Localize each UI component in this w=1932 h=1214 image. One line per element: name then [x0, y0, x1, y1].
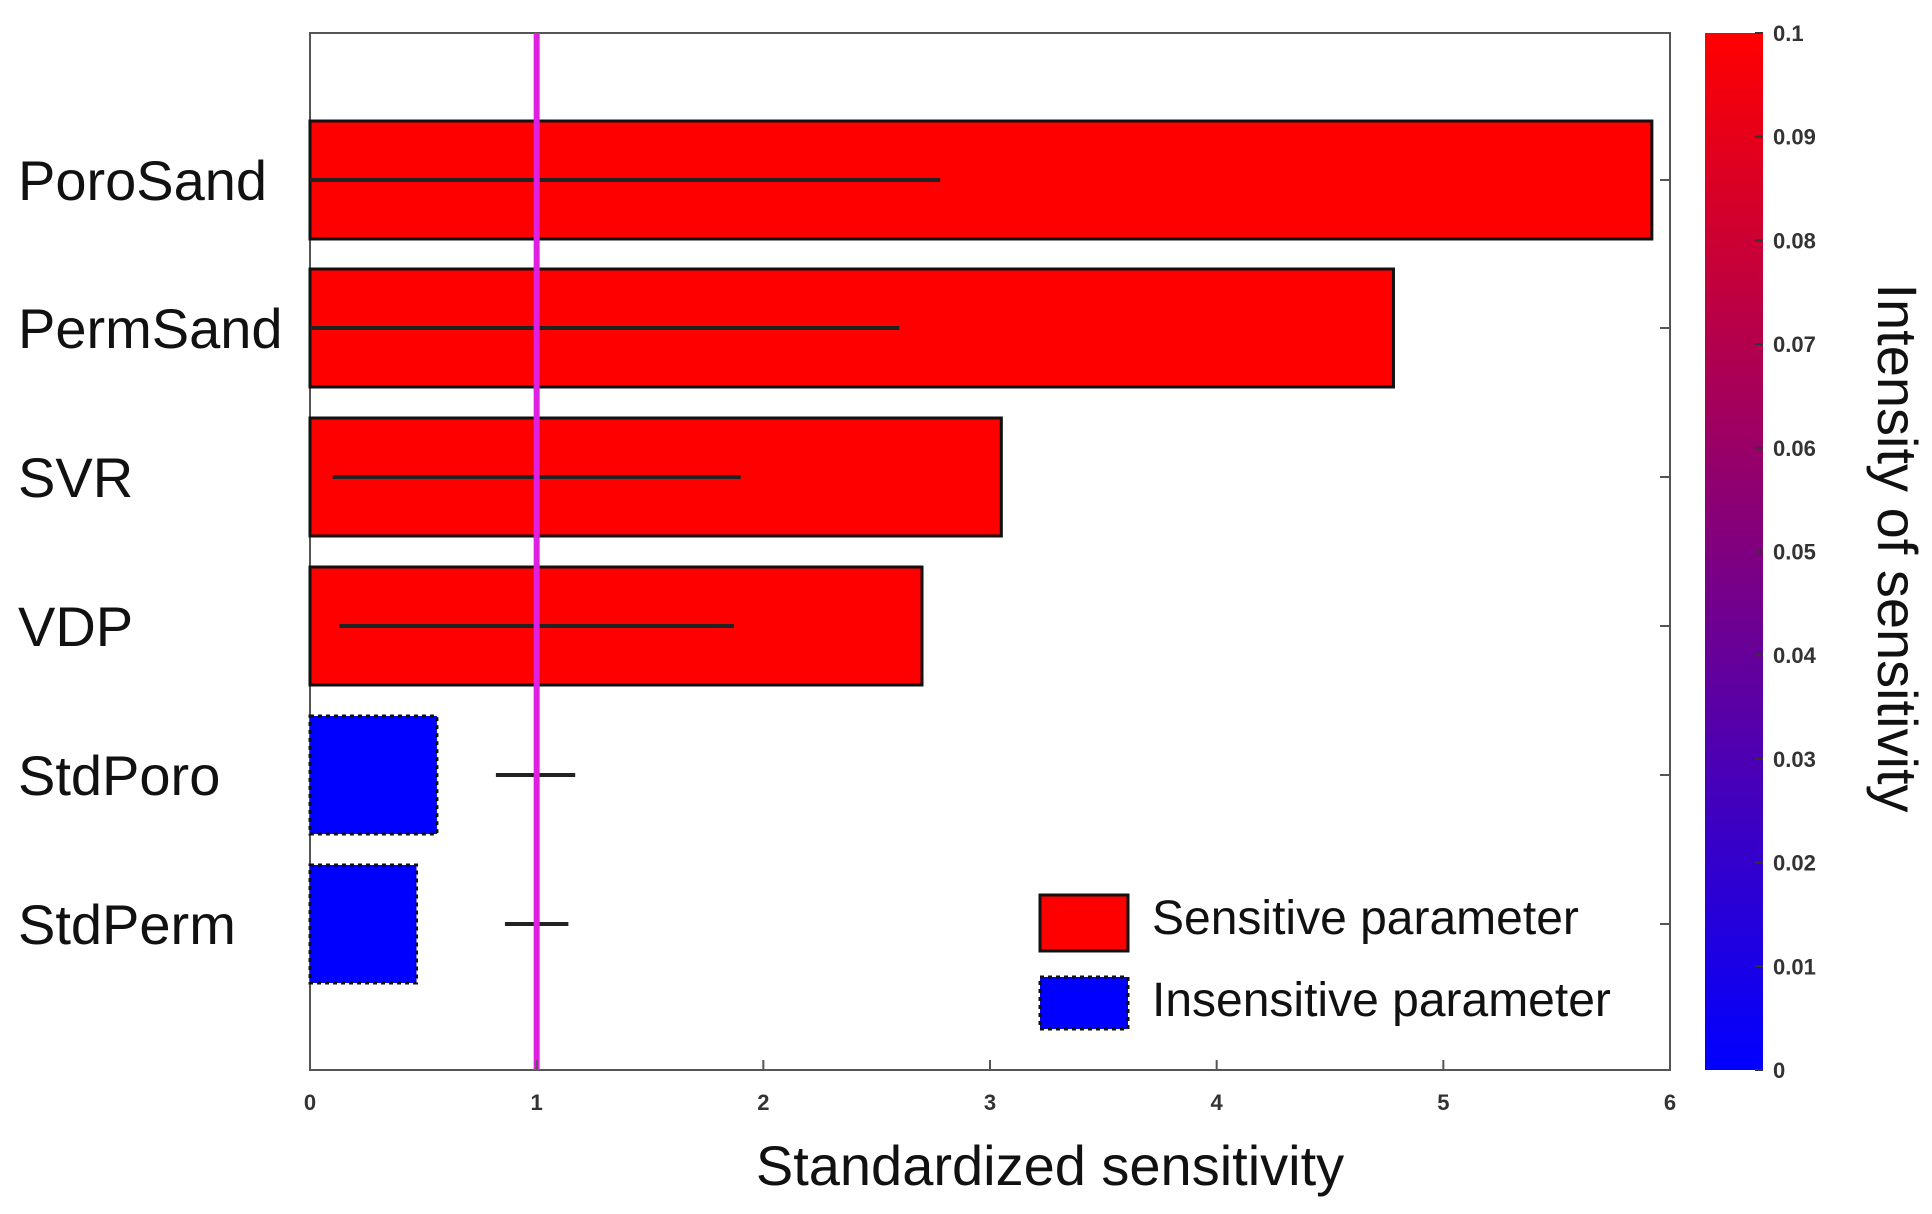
- x-axis-title: Standardized sensitivity: [756, 1134, 1344, 1197]
- colorbar: [1705, 33, 1763, 1070]
- colorbar-tick-label: 0.08: [1773, 228, 1816, 253]
- x-tick-label: 4: [1211, 1090, 1224, 1115]
- legend-swatch-insensitive: [1038, 975, 1130, 1031]
- colorbar-tick-label: 0.06: [1773, 436, 1816, 461]
- colorbar-tick-label: 0.07: [1773, 332, 1816, 357]
- legend: Sensitive parameter Insensitive paramete…: [1038, 892, 1611, 1031]
- colorbar-tick-label: 0.03: [1773, 747, 1816, 772]
- y-tick-label-permsand: PermSand: [18, 297, 283, 360]
- legend-label-insensitive: Insensitive parameter: [1152, 974, 1611, 1027]
- legend-label-sensitive: Sensitive parameter: [1152, 892, 1579, 945]
- colorbar-tick-label: 0: [1773, 1058, 1785, 1083]
- colorbar-tick-label: 0.04: [1773, 643, 1817, 668]
- x-tick-label: 5: [1437, 1090, 1449, 1115]
- colorbar-tick-label: 0.01: [1773, 954, 1816, 979]
- colorbar-tick-label: 0.1: [1773, 21, 1804, 46]
- colorbar-tick-label: 0.09: [1773, 125, 1816, 150]
- y-tick-label-svr: SVR: [18, 446, 133, 509]
- y-tick-label-stdperm: StdPerm: [18, 893, 236, 956]
- colorbar-tick-label: 0.05: [1773, 540, 1816, 565]
- y-tick-label-stdporo: StdPoro: [18, 744, 220, 807]
- bar-stdperm: [308, 863, 419, 985]
- x-tick-label: 6: [1664, 1090, 1676, 1115]
- x-tick-label: 3: [984, 1090, 996, 1115]
- bar-stdporo: [308, 714, 439, 836]
- y-tick-label-porosand: PoroSand: [18, 149, 267, 212]
- colorbar-title: Intensity of sensitivity: [1866, 283, 1929, 812]
- x-tick-label: 2: [757, 1090, 769, 1115]
- y-tick-label-vdp: VDP: [18, 595, 133, 658]
- colorbar-tick-label: 0.02: [1773, 851, 1816, 876]
- legend-swatch-sensitive: [1038, 893, 1130, 953]
- x-tick-label: 1: [531, 1090, 543, 1115]
- x-tick-label: 0: [304, 1090, 316, 1115]
